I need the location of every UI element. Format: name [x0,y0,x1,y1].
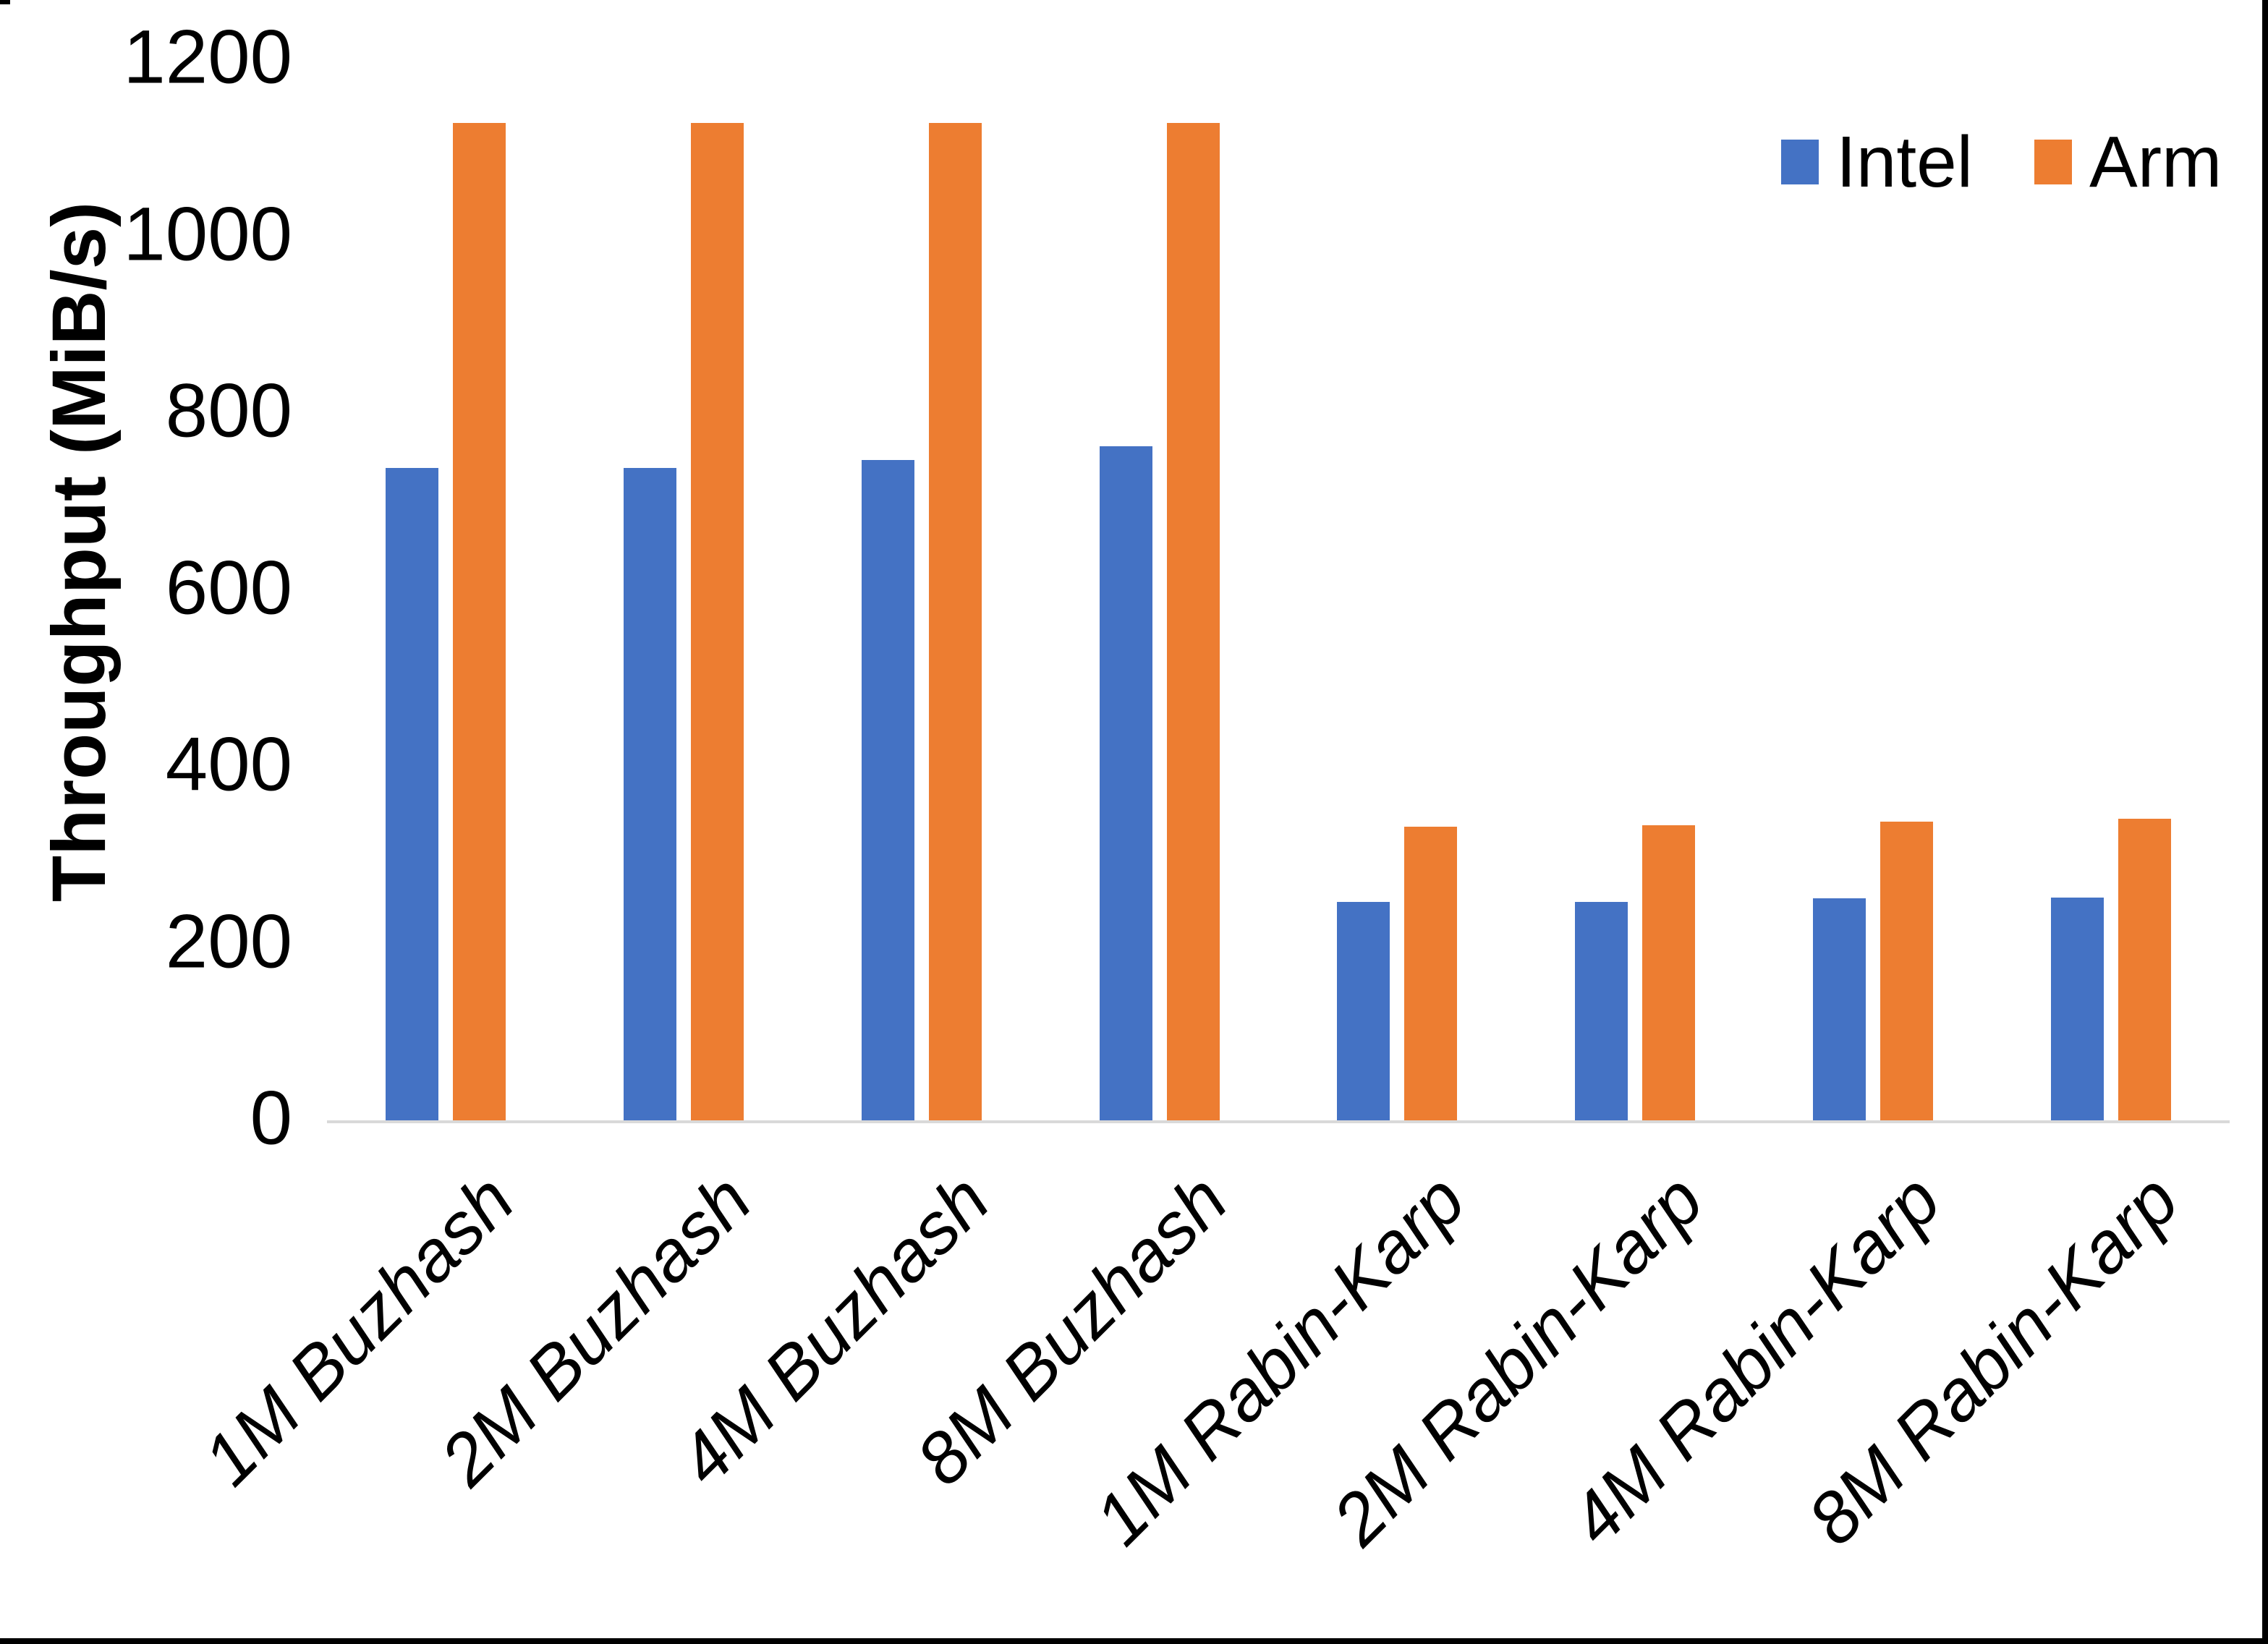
bar-intel-2m-buzhash [624,467,677,1120]
legend-item-intel: Intel [1781,121,1973,204]
bar-group-8m-buzhash [1040,59,1278,1120]
bar-intel-1m-buzhash [386,467,439,1120]
bar-intel-8m-rabin-karp [2050,897,2104,1120]
y-tick-label-600: 600 [165,545,292,631]
legend-label-intel: Intel [1836,121,1974,203]
legend-label-arm: Arm [2089,121,2222,203]
bar-arm-2m-rabin-karp [1642,825,1696,1120]
bar-arm-4m-rabin-karp [1880,821,1933,1120]
bar-arm-4m-buzhash [928,123,982,1120]
plot-area [327,59,2230,1123]
bar-arm-8m-rabin-karp [2118,819,2171,1120]
bar-group-4m-rabin-karp [1754,59,1992,1120]
bar-group-1m-rabin-karp [1278,59,1516,1120]
y-tick-label-400: 400 [165,722,292,807]
bar-group-2m-rabin-karp [1516,59,1754,1120]
bar-intel-4m-rabin-karp [1812,898,1866,1120]
y-tick-label-1200: 1200 [123,14,292,100]
page-edge-corner [0,0,10,4]
legend-marker-arm [2034,140,2073,184]
bar-group-4m-buzhash [803,59,1041,1120]
y-tick-label-800: 800 [165,368,292,453]
bar-group-2m-buzhash [565,59,803,1120]
bar-intel-8m-buzhash [1099,446,1152,1120]
y-tick-label-200: 200 [165,899,292,984]
bar-intel-4m-buzhash [861,459,914,1120]
bar-group-1m-buzhash [327,59,565,1120]
bar-arm-8m-buzhash [1166,123,1220,1120]
bar-group-8m-rabin-karp [1992,59,2230,1120]
y-tick-label-0: 0 [250,1076,292,1161]
page-edge-right [2262,0,2268,1644]
bar-arm-1m-rabin-karp [1404,827,1458,1120]
bar-arm-1m-buzhash [453,123,506,1120]
y-tick-label-1000: 1000 [123,192,292,277]
page-edge-bottom [0,1638,2268,1644]
legend-marker-intel [1781,140,1819,184]
legend: Intel Arm [1781,122,2222,203]
legend-item-arm: Arm [2034,121,2222,204]
bar-arm-2m-buzhash [691,123,744,1120]
bar-intel-2m-rabin-karp [1575,902,1628,1120]
bar-intel-1m-rabin-karp [1337,902,1390,1120]
